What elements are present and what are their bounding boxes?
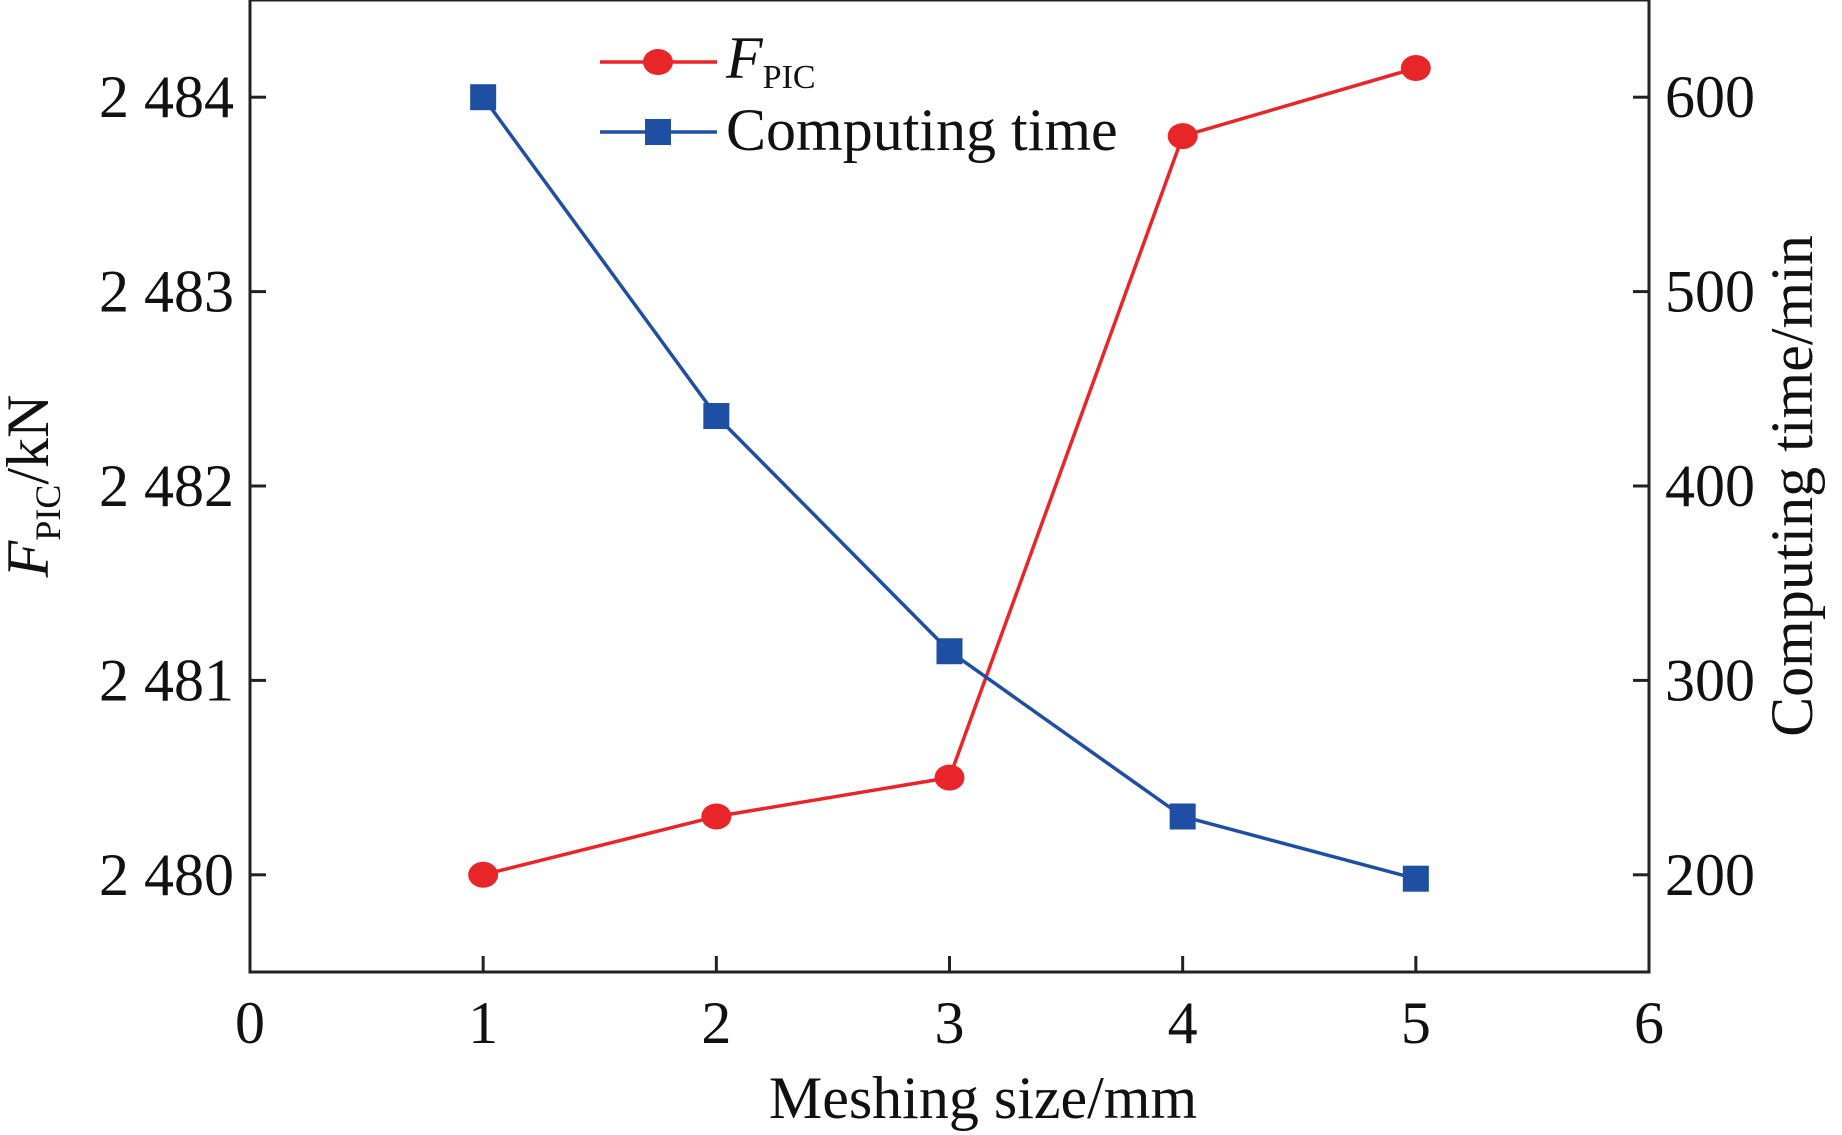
legend-fpic-marker bbox=[643, 49, 673, 75]
right-y-tick-label-300: 300 bbox=[1665, 647, 1755, 713]
x-tick-label-0: 0 bbox=[235, 990, 265, 1056]
right-y-tick-label-500: 500 bbox=[1665, 259, 1755, 325]
data-point-computing-time-2 bbox=[703, 403, 730, 430]
data-point-f-pic-4 bbox=[1167, 123, 1198, 150]
series-line-computing-time bbox=[481, 96, 1417, 881]
data-point-f-pic-1 bbox=[468, 861, 499, 888]
legend-time-marker bbox=[645, 119, 671, 145]
right-y-tick-label-600: 600 bbox=[1665, 64, 1755, 130]
data-point-computing-time-3 bbox=[936, 638, 963, 665]
x-tick-label-3: 3 bbox=[935, 990, 965, 1056]
series-line-f-pic bbox=[482, 66, 1417, 877]
legend-fpic-label: FPIC bbox=[725, 25, 816, 96]
data-point-f-pic-3 bbox=[934, 764, 965, 791]
right-y-tick-label-200: 200 bbox=[1665, 842, 1755, 908]
right-y-tick-label-400: 400 bbox=[1665, 453, 1755, 519]
x-tick-label-2: 2 bbox=[701, 990, 731, 1056]
right-y-axis-ticks: 200 300 400 500 600 bbox=[1633, 64, 1755, 908]
left-y-axis-ticks: 2 480 2 481 2 482 2 483 2 484 bbox=[99, 64, 266, 908]
left-y-tick-label-2484: 2 484 bbox=[99, 64, 234, 130]
right-y-axis-title: Computing time/min bbox=[1759, 235, 1825, 737]
data-point-f-pic-5 bbox=[1400, 55, 1431, 82]
data-point-f-pic-2 bbox=[701, 803, 732, 830]
left-y-axis-title: FPIC/kN bbox=[0, 395, 68, 579]
series-layer bbox=[468, 55, 1431, 892]
x-tick-label-4: 4 bbox=[1168, 990, 1198, 1056]
legend: FPIC Computing time bbox=[600, 25, 1118, 163]
left-y-axis-title-sub: PIC bbox=[28, 485, 68, 541]
data-point-computing-time-4 bbox=[1169, 803, 1196, 830]
legend-fpic-label-sub: PIC bbox=[763, 59, 816, 96]
left-y-tick-label-2480: 2 480 bbox=[99, 842, 234, 908]
left-y-tick-label-2481: 2 481 bbox=[99, 647, 234, 713]
left-y-tick-label-2483: 2 483 bbox=[99, 259, 234, 325]
left-y-axis-title-unit: /kN bbox=[0, 395, 61, 485]
left-y-tick-label-2482: 2 482 bbox=[99, 453, 234, 519]
x-tick-label-5: 5 bbox=[1401, 990, 1431, 1056]
legend-time-label: Computing time bbox=[726, 97, 1118, 163]
x-tick-label-1: 1 bbox=[468, 990, 498, 1056]
left-y-axis-title-main: F bbox=[0, 539, 61, 578]
legend-fpic-label-main: F bbox=[725, 25, 764, 91]
data-point-computing-time-5 bbox=[1402, 865, 1429, 892]
x-tick-label-6: 6 bbox=[1634, 990, 1664, 1056]
data-point-computing-time-1 bbox=[470, 84, 497, 111]
x-axis-title: Meshing size/mm bbox=[769, 1065, 1197, 1131]
x-axis-ticks: 0 1 2 3 4 5 6 bbox=[235, 956, 1664, 1056]
